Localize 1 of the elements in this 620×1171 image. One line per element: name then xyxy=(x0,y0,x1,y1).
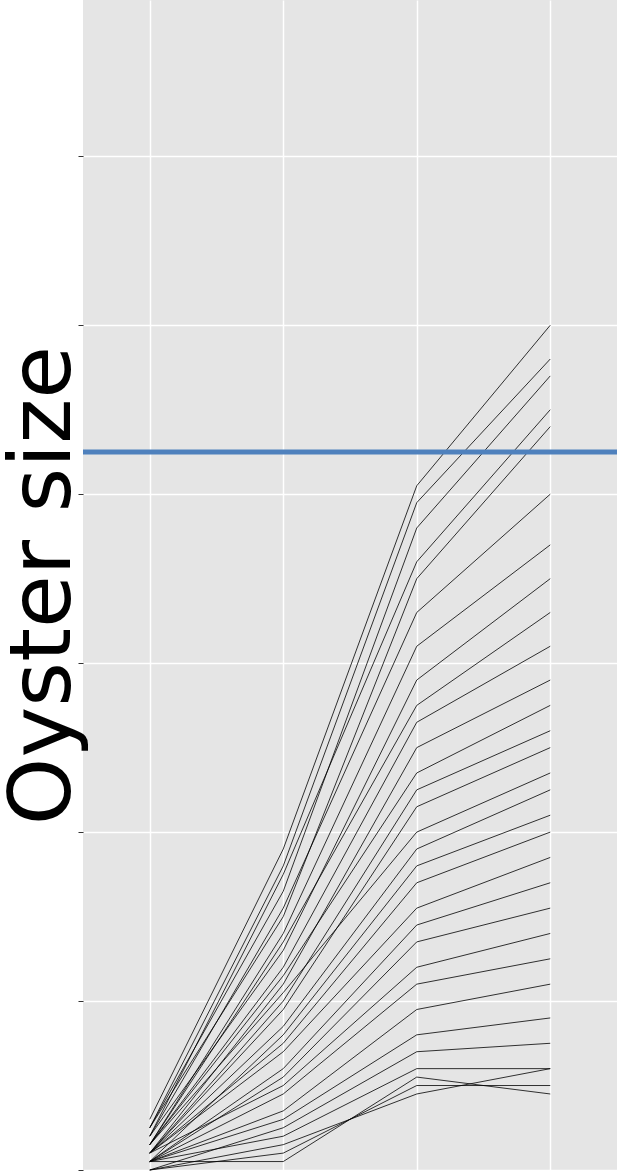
y-axis-title: Oyster size xyxy=(0,345,90,826)
